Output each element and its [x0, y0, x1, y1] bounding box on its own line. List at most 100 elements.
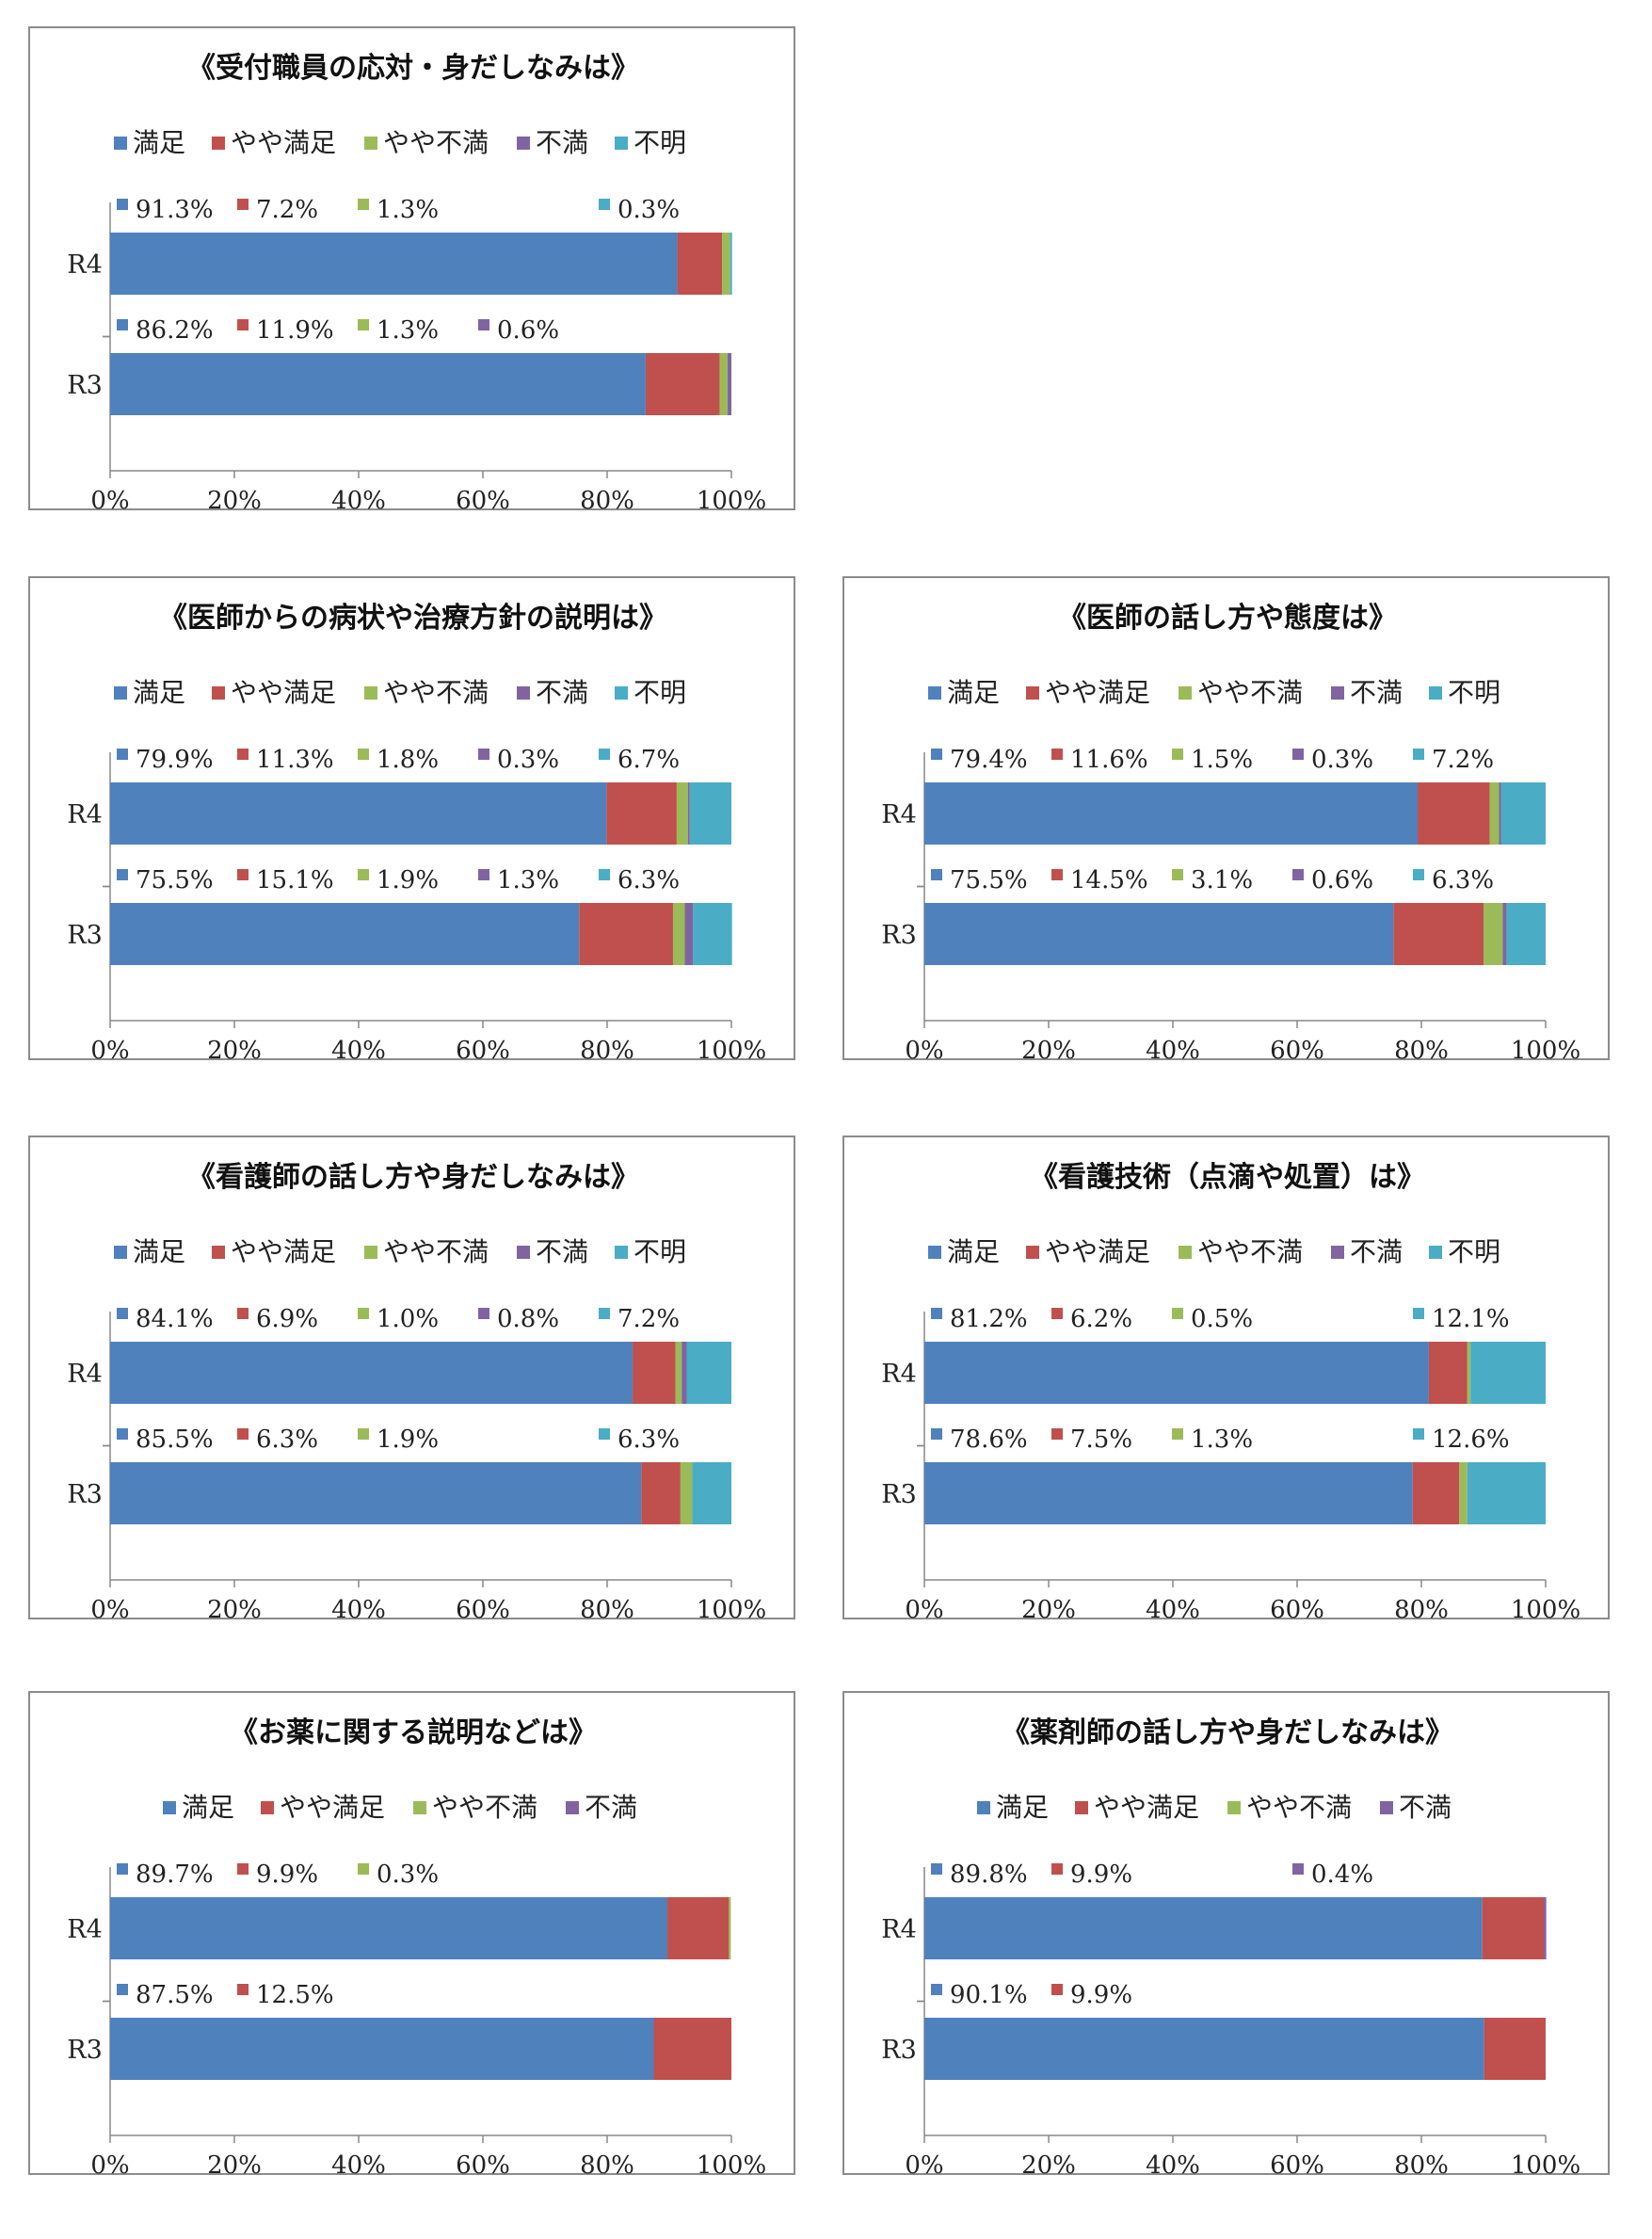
x-tick-label: 40% [331, 1037, 386, 1062]
legend-label-dissatisfied: 不満 [1399, 1792, 1452, 1823]
x-tick-label: 60% [456, 487, 510, 512]
data-label-marker-r3-somewhat-dissatisfied [358, 319, 369, 330]
bar-segment-r3-somewhat-dissatisfied [1484, 903, 1503, 965]
data-label-r4-somewhat-satisfied: 6.2% [1070, 1305, 1132, 1333]
x-tick-label: 20% [207, 2151, 262, 2177]
data-label-marker-r4-satisfied [931, 749, 942, 760]
legend-label-somewhat-dissatisfied: やや不満 [383, 677, 489, 708]
chart-title: 《受付職員の応対・身だしなみは》 [187, 52, 639, 85]
x-tick-label: 40% [1146, 1596, 1200, 1621]
data-label-marker-r4-somewhat-satisfied [1051, 1308, 1063, 1319]
category-label-r4: R4 [67, 1915, 103, 1944]
data-label-marker-r3-somewhat-satisfied [237, 1428, 249, 1440]
legend-label-somewhat-dissatisfied: やや不満 [1197, 677, 1303, 708]
bar-segment-r4-somewhat-dissatisfied [1467, 1342, 1471, 1404]
x-tick-label: 40% [1146, 2151, 1200, 2177]
category-label-r4: R4 [881, 800, 917, 830]
x-tick-label: 40% [331, 2151, 386, 2177]
data-label-marker-r3-somewhat-dissatisfied [1172, 869, 1183, 880]
data-label-r4-dissatisfied: 0.8% [497, 1305, 559, 1333]
legend-label-unknown: 不明 [634, 1236, 686, 1267]
data-label-r4-somewhat-satisfied: 9.9% [1070, 1860, 1132, 1889]
data-label-r4-unknown: 6.7% [617, 746, 680, 774]
bar-segment-r3-somewhat-satisfied [645, 353, 720, 415]
data-label-r4-satisfied: 84.1% [136, 1305, 214, 1333]
bar-segment-r4-somewhat-satisfied [1482, 1897, 1545, 1959]
x-tick-label: 80% [580, 2151, 634, 2177]
data-label-marker-r4-somewhat-dissatisfied [1172, 1308, 1183, 1319]
data-label-marker-r4-satisfied [117, 749, 128, 760]
x-tick-label: 60% [1270, 1037, 1324, 1062]
category-label-r3: R3 [67, 1480, 103, 1509]
legend-swatch-dissatisfied [517, 686, 530, 700]
data-label-marker-r4-satisfied [117, 199, 128, 210]
legend-label-dissatisfied: 不満 [1350, 1236, 1403, 1267]
data-label-r3-dissatisfied: 0.6% [497, 316, 559, 345]
data-label-r3-somewhat-dissatisfied: 1.3% [377, 316, 439, 345]
data-label-r4-dissatisfied: 0.3% [497, 746, 559, 774]
data-label-r4-somewhat-dissatisfied: 1.0% [377, 1305, 439, 1333]
data-label-r4-satisfied: 79.4% [950, 746, 1028, 774]
data-label-r3-satisfied: 87.5% [136, 1981, 214, 2009]
legend-swatch-satisfied [928, 686, 941, 700]
legend-swatch-somewhat-satisfied [212, 137, 225, 150]
category-label-r4: R4 [67, 250, 103, 280]
data-label-marker-r4-somewhat-dissatisfied [358, 749, 369, 760]
data-label-marker-r3-somewhat-dissatisfied [358, 869, 369, 880]
category-label-r3: R3 [881, 921, 917, 950]
bar-segment-r4-satisfied [924, 782, 1419, 845]
data-label-marker-r4-somewhat-satisfied [237, 1308, 249, 1319]
data-label-r4-satisfied: 89.8% [950, 1860, 1028, 1889]
legend-swatch-somewhat-dissatisfied [364, 1246, 377, 1259]
x-tick-label: 0% [905, 1037, 943, 1062]
legend-label-somewhat-dissatisfied: やや不満 [383, 1236, 489, 1267]
bar-segment-r4-dissatisfied [682, 1342, 687, 1404]
bar-segment-r4-somewhat-dissatisfied [675, 1342, 682, 1404]
bar-segment-r3-dissatisfied [1502, 903, 1507, 965]
data-label-r3-somewhat-satisfied: 14.5% [1070, 866, 1148, 894]
bar-segment-r4-satisfied [110, 782, 607, 845]
bar-segment-r3-somewhat-dissatisfied [672, 903, 685, 965]
data-label-marker-r3-somewhat-satisfied [1051, 1428, 1063, 1440]
legend-swatch-somewhat-satisfied [1026, 1246, 1039, 1259]
legend-label-somewhat-dissatisfied: やや不満 [1246, 1792, 1352, 1823]
x-tick-label: 100% [1511, 1037, 1580, 1062]
x-tick-label: 60% [1270, 1596, 1324, 1621]
data-label-marker-r4-somewhat-satisfied [237, 1863, 249, 1875]
chart-title: 《お薬に関する説明などは》 [230, 1716, 597, 1749]
legend-swatch-somewhat-satisfied [1075, 1801, 1088, 1814]
legend-label-satisfied: 満足 [133, 127, 185, 158]
bar-segment-r3-somewhat-satisfied [653, 2018, 731, 2080]
x-tick-label: 60% [456, 1596, 510, 1621]
data-label-r3-somewhat-satisfied: 11.9% [256, 316, 334, 345]
legend-label-unknown: 不明 [634, 127, 686, 158]
legend-swatch-dissatisfied [566, 1801, 579, 1814]
data-label-marker-r3-dissatisfied [478, 869, 489, 880]
legend-label-dissatisfied: 不満 [536, 1236, 588, 1267]
bar-segment-r4-dissatisfied [1499, 782, 1501, 845]
data-label-r3-dissatisfied: 0.6% [1311, 866, 1373, 894]
category-label-r3: R3 [881, 2036, 917, 2065]
data-label-r4-somewhat-dissatisfied: 0.3% [377, 1860, 439, 1889]
data-label-r3-satisfied: 90.1% [950, 1981, 1028, 2009]
legend-label-somewhat-satisfied: やや満足 [280, 1792, 385, 1823]
data-label-marker-r3-somewhat-satisfied [237, 319, 249, 330]
data-label-r4-satisfied: 91.3% [136, 196, 214, 224]
legend-swatch-somewhat-satisfied [212, 686, 225, 700]
data-label-r4-somewhat-satisfied: 11.6% [1070, 746, 1148, 774]
legend-label-unknown: 不明 [634, 677, 686, 708]
legend-label-dissatisfied: 不満 [536, 127, 588, 158]
data-label-marker-r4-satisfied [117, 1863, 128, 1875]
data-label-r4-somewhat-dissatisfied: 1.3% [377, 196, 439, 224]
legend-label-somewhat-dissatisfied: やや不満 [1197, 1236, 1303, 1267]
legend-swatch-unknown [615, 686, 628, 700]
bar-segment-r4-satisfied [924, 1342, 1429, 1404]
legend-label-somewhat-satisfied: やや満足 [231, 677, 336, 708]
bar-segment-r3-somewhat-dissatisfied [1459, 1462, 1468, 1524]
chart-title: 《医師からの病状や治療方針の説明は》 [159, 602, 667, 635]
chart-panel-reception: 《受付職員の応対・身だしなみは》 満足 やや満足 やや不満 不満 不明 0% 20% 40% 60… [28, 26, 795, 512]
category-label-r4: R4 [881, 1915, 917, 1944]
legend-swatch-somewhat-dissatisfied [1179, 686, 1192, 700]
data-label-marker-r4-somewhat-satisfied [1051, 1863, 1063, 1875]
category-label-r4: R4 [67, 800, 103, 830]
